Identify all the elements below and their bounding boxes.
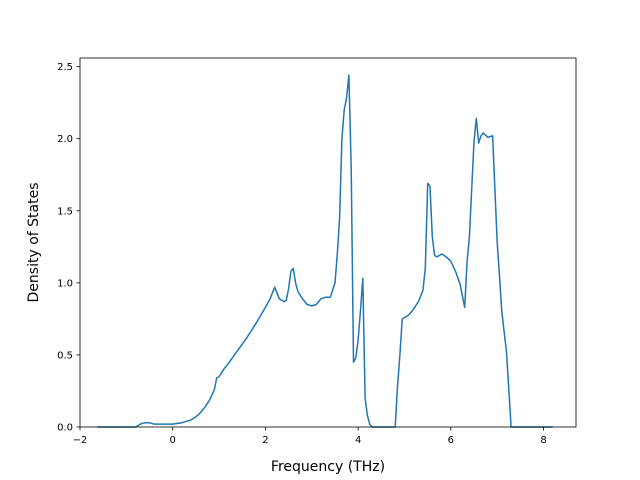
x-tick-label: −2 bbox=[73, 435, 88, 446]
x-tick-label: 2 bbox=[262, 435, 268, 446]
y-tick-label: 0.5 bbox=[57, 350, 73, 361]
y-tick-label: 2.5 bbox=[57, 62, 73, 73]
x-tick-label: 4 bbox=[355, 435, 361, 446]
y-tick-label: 0.0 bbox=[57, 423, 73, 434]
x-tick-label: 6 bbox=[448, 435, 454, 446]
y-tick-label: 2.0 bbox=[57, 134, 73, 145]
y-tick-label: 1.0 bbox=[57, 278, 73, 289]
dos-series-line bbox=[97, 74, 553, 428]
y-axis-label: Density of States bbox=[26, 183, 42, 303]
x-tick-label: 8 bbox=[540, 435, 546, 446]
x-tick-label: 0 bbox=[170, 435, 176, 446]
plot-frame bbox=[79, 57, 577, 428]
plot-area bbox=[97, 74, 553, 428]
x-axis-label: Frequency (THz) bbox=[271, 459, 385, 475]
axis-ticks: −2 0 2 4 6 8 0.0 0.5 1.0 1.5 2.0 2.5 bbox=[57, 62, 547, 446]
y-tick-label: 1.5 bbox=[57, 206, 73, 217]
